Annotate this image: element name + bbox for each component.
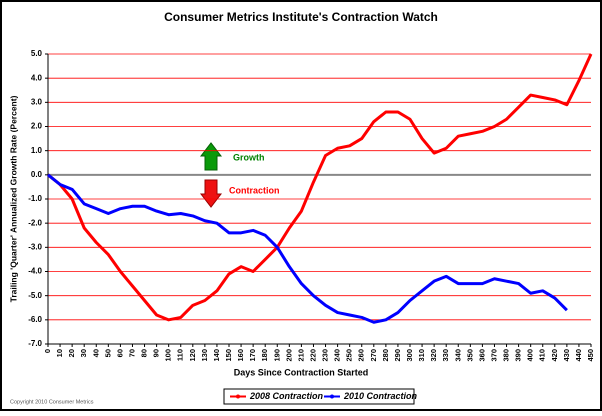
x-tick-label: 30 — [79, 349, 88, 357]
x-tick-label: 150 — [224, 349, 233, 362]
x-tick-label: 420 — [550, 349, 559, 362]
y-tick-label: -1.0 — [28, 194, 42, 203]
x-tick-label: 140 — [212, 349, 221, 362]
y-tick-label: 2.0 — [31, 122, 43, 131]
x-tick-label: 280 — [381, 349, 390, 362]
x-tick-label: 380 — [502, 349, 511, 362]
x-tick-label: 90 — [152, 349, 161, 357]
x-tick-label: 200 — [284, 349, 293, 362]
x-tick-label: 240 — [333, 349, 342, 362]
y-tick-label: -2.0 — [28, 218, 42, 227]
y-tick-label: 3.0 — [31, 97, 43, 106]
x-tick-label: 40 — [91, 349, 100, 357]
x-tick-label: 450 — [586, 349, 595, 362]
copyright: Copyright 2010 Consumer Metrics — [10, 399, 94, 405]
x-tick-label: 370 — [489, 349, 498, 362]
x-tick-label: 320 — [429, 349, 438, 362]
x-tick-label: 60 — [115, 349, 124, 357]
x-tick-label: 400 — [526, 349, 535, 362]
contraction-arrow — [199, 179, 223, 208]
x-tick-label: 210 — [296, 349, 305, 362]
x-tick-label: 410 — [538, 349, 547, 362]
y-tick-label: -3.0 — [28, 242, 42, 251]
y-tick-label: 4.0 — [31, 73, 43, 82]
x-tick-label: 160 — [236, 349, 245, 362]
x-tick-label: 300 — [405, 349, 414, 362]
legend-marker — [236, 394, 240, 399]
growth-label: Growth — [233, 152, 265, 162]
y-tick-label: 0.0 — [31, 170, 43, 179]
x-tick-label: 100 — [164, 349, 173, 362]
x-tick-label: 440 — [574, 349, 583, 362]
y-tick-label: -7.0 — [28, 339, 42, 348]
x-tick-label: 70 — [127, 349, 136, 357]
x-tick-label: 360 — [477, 349, 486, 362]
x-tick-label: 270 — [369, 349, 378, 362]
legend-marker — [330, 394, 334, 399]
x-tick-label: 20 — [67, 349, 76, 357]
legend-label: 2010 Contraction — [343, 391, 418, 401]
x-tick-label: 310 — [417, 349, 426, 362]
x-tick-label: 110 — [176, 349, 185, 361]
x-tick-label: 10 — [55, 349, 64, 357]
x-tick-label: 120 — [188, 349, 197, 362]
x-tick-label: 390 — [514, 349, 523, 362]
x-axis-title: Days Since Contraction Started — [234, 367, 369, 377]
x-tick-label: 260 — [357, 349, 366, 362]
x-tick-label: 330 — [441, 349, 450, 362]
growth-arrow — [199, 142, 223, 171]
x-tick-label: 430 — [562, 349, 571, 362]
y-tick-label: -6.0 — [28, 315, 42, 324]
x-tick-label: 290 — [393, 349, 402, 362]
x-tick-label: 230 — [321, 349, 330, 362]
x-tick-label: 0 — [43, 349, 52, 353]
contraction-label: Contraction — [229, 185, 280, 195]
chart-title: Consumer Metrics Institute's Contraction… — [164, 10, 438, 24]
x-tick-label: 50 — [103, 349, 112, 357]
x-tick-label: 180 — [260, 349, 269, 362]
y-tick-label: -4.0 — [28, 267, 42, 276]
legend-label: 2008 Contraction — [249, 391, 324, 401]
y-axis-title: Trailing 'Quarter' Annualized Growth Rat… — [8, 95, 18, 302]
x-tick-label: 220 — [308, 349, 317, 362]
x-tick-label: 250 — [345, 349, 354, 362]
series-line — [47, 53, 593, 322]
x-tick-label: 80 — [140, 349, 149, 357]
x-tick-label: 130 — [200, 349, 209, 362]
legend-box — [223, 388, 415, 405]
series-line — [47, 173, 568, 324]
y-tick-label: 1.0 — [31, 146, 43, 155]
x-tick-label: 340 — [453, 349, 462, 362]
y-tick-label: 5.0 — [31, 49, 43, 58]
x-tick-label: 190 — [272, 349, 281, 362]
x-tick-label: 350 — [465, 349, 474, 362]
x-tick-label: 170 — [248, 349, 257, 362]
y-tick-label: -5.0 — [28, 291, 42, 300]
